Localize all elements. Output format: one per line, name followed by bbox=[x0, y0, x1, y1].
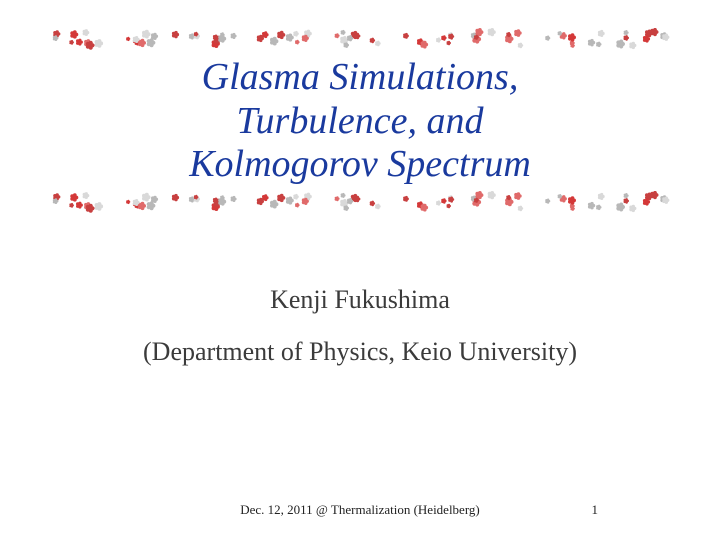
footer-text: Dec. 12, 2011 @ Thermalization (Heidelbe… bbox=[240, 502, 480, 518]
affiliation: (Department of Physics, Keio University) bbox=[40, 337, 680, 367]
footer: Dec. 12, 2011 @ Thermalization (Heidelbe… bbox=[0, 500, 720, 518]
slide: Glasma Simulations, Turbulence, and Kolm… bbox=[0, 0, 720, 540]
author-name: Kenji Fukushima bbox=[40, 285, 680, 315]
slide-title: Glasma Simulations, Turbulence, and Kolm… bbox=[40, 56, 680, 187]
title-block: Glasma Simulations, Turbulence, and Kolm… bbox=[40, 50, 680, 191]
body-block: Kenji Fukushima (Department of Physics, … bbox=[40, 285, 680, 367]
bottom-floral-border bbox=[40, 191, 680, 213]
page-number: 1 bbox=[592, 502, 599, 518]
top-floral-border bbox=[40, 28, 680, 50]
